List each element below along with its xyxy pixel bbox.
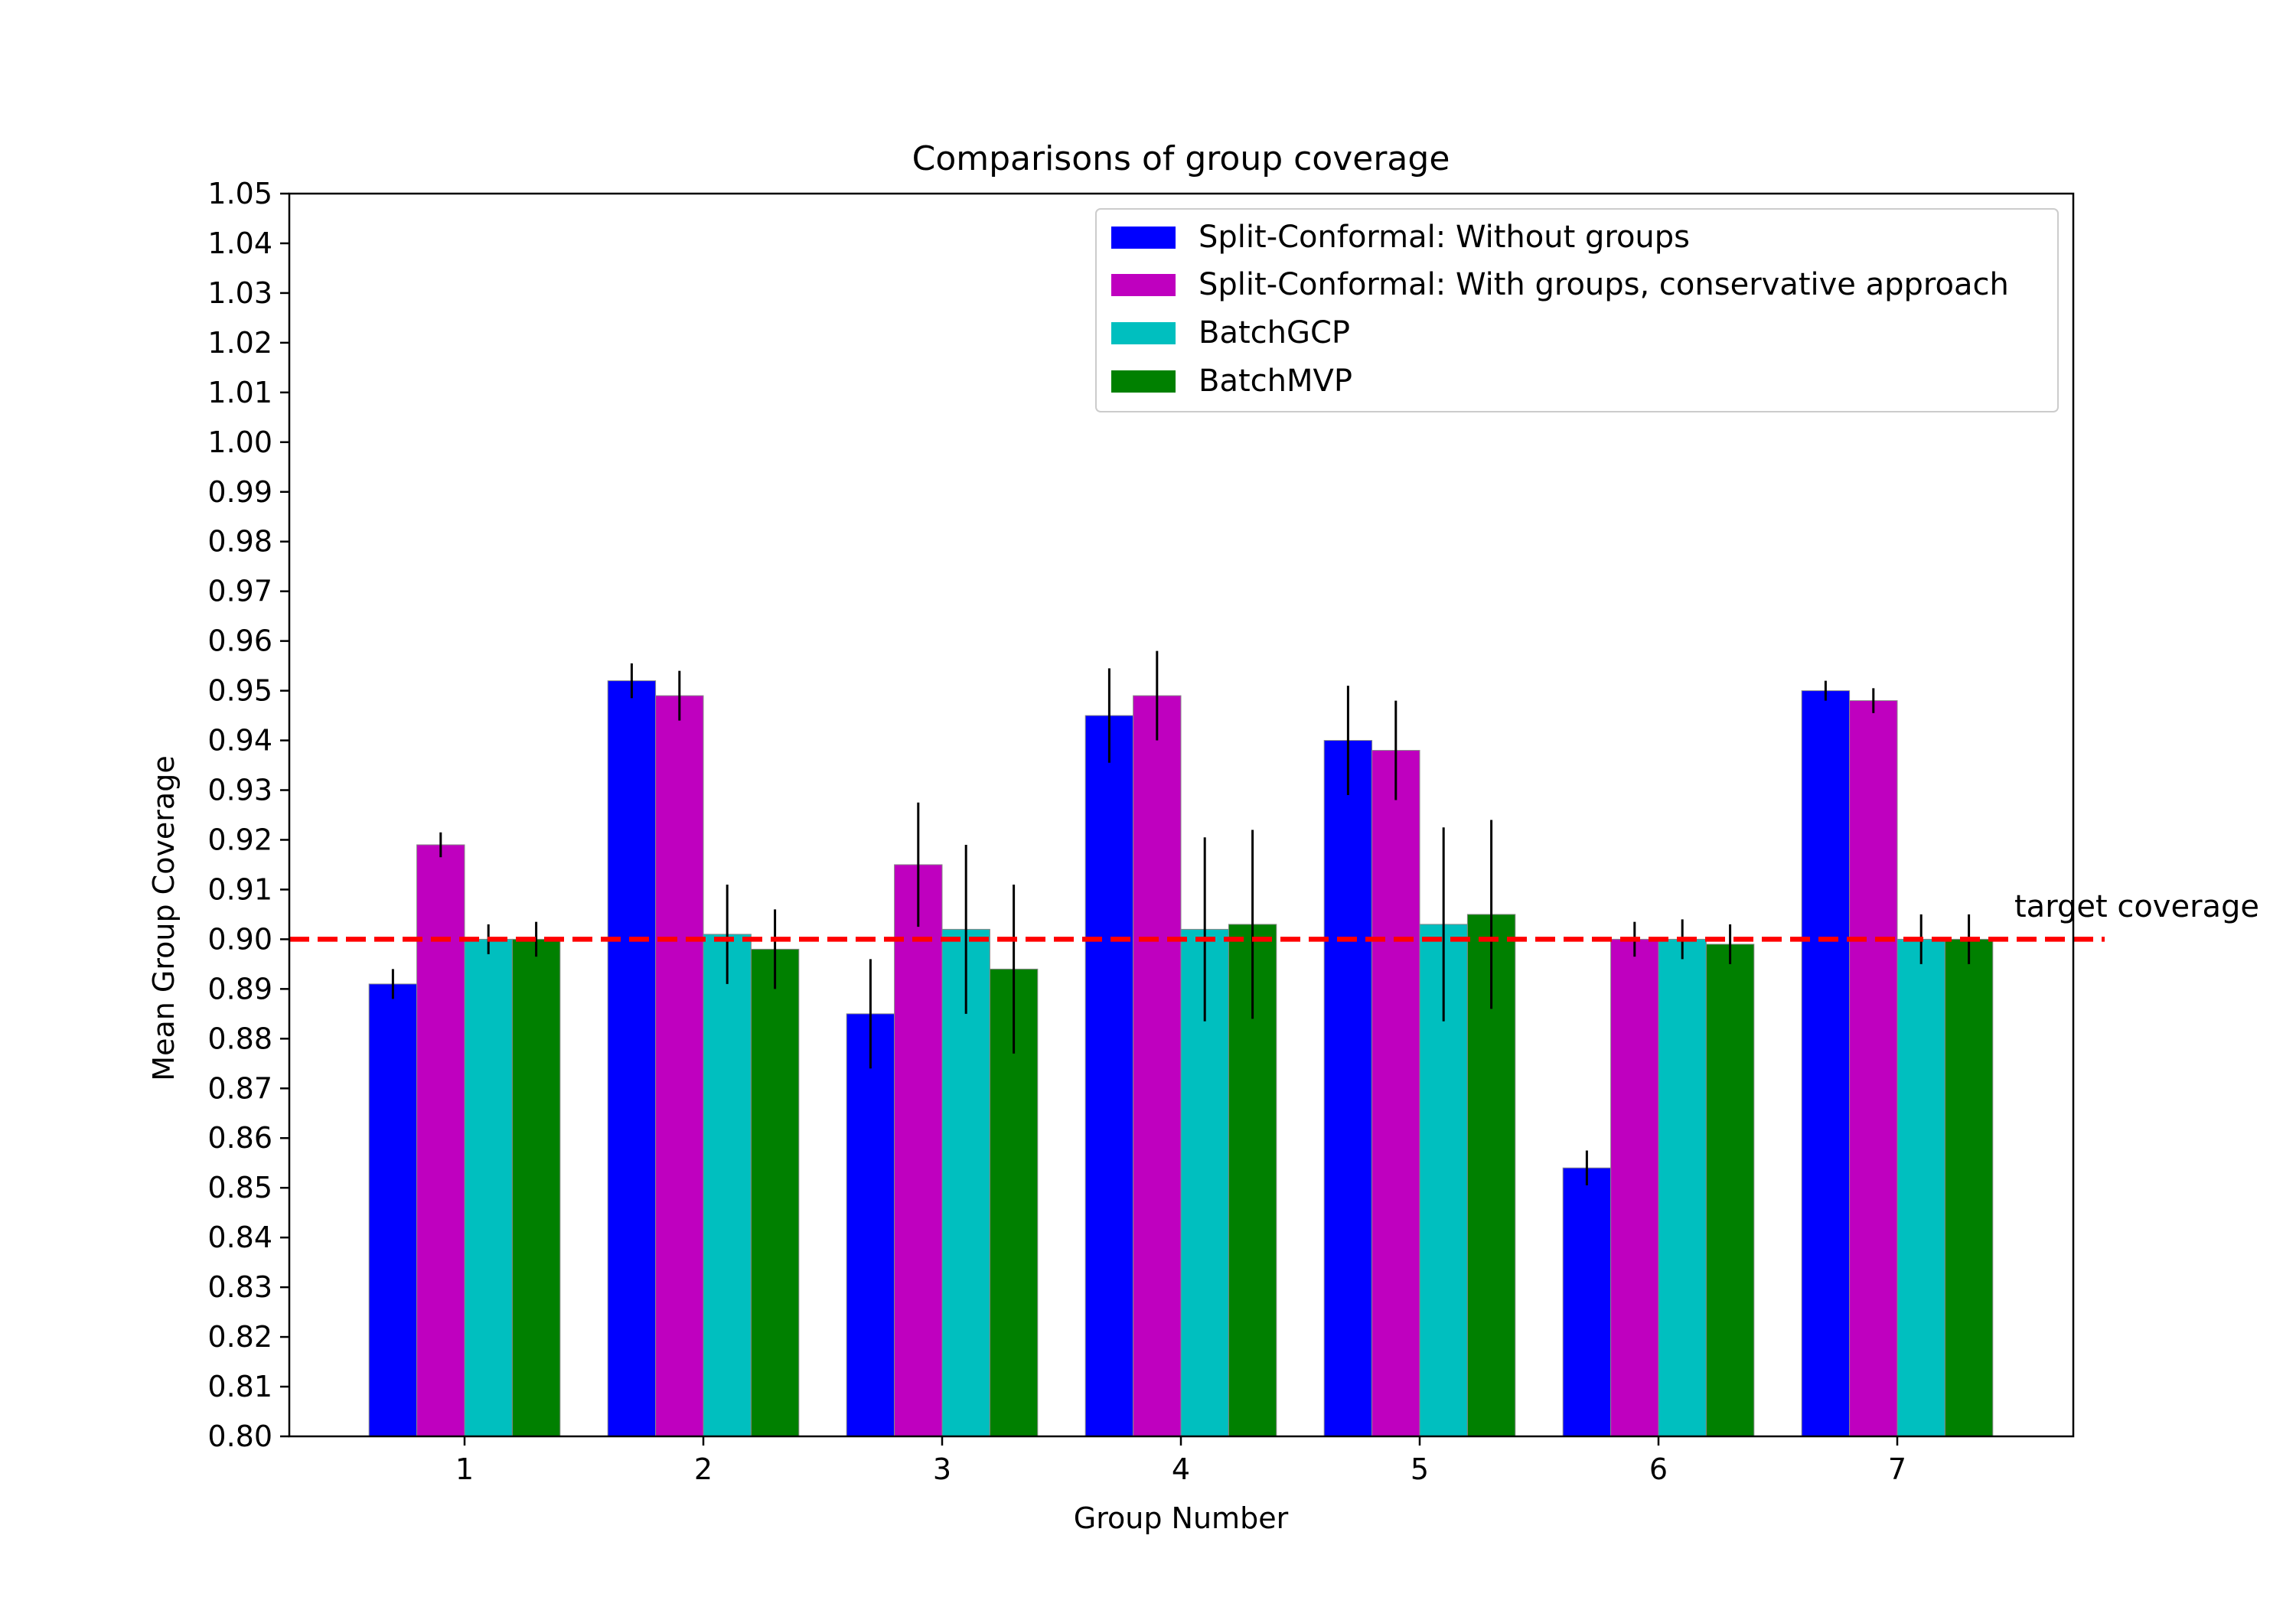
x-tick-label: 3 [933, 1452, 951, 1486]
legend-swatch-split-conformal-with-groups [1111, 274, 1176, 296]
bar-series-1-group-4 [1084, 715, 1134, 1437]
legend-swatch-batchgcp [1111, 322, 1176, 344]
bar-series-3-group-7 [1896, 938, 1945, 1437]
x-axis-label: Group Number [1074, 1501, 1289, 1535]
bar-series-2-group-4 [1133, 695, 1182, 1437]
y-tick-label: 0.93 [207, 774, 272, 807]
bar-series-2-group-2 [655, 695, 704, 1437]
x-tick-label: 1 [455, 1452, 474, 1486]
y-tick-label: 0.90 [207, 922, 272, 956]
bar-series-2-group-5 [1371, 750, 1420, 1437]
y-tick-label: 0.99 [207, 475, 272, 509]
bar-series-1-group-7 [1801, 690, 1851, 1437]
bar-series-1-group-2 [607, 680, 657, 1437]
bar-series-4-group-6 [1705, 944, 1755, 1437]
y-tick-label: 0.98 [207, 525, 272, 559]
y-tick-label: 0.91 [207, 872, 272, 906]
y-tick-label: 0.82 [207, 1320, 272, 1354]
legend-frame [1095, 208, 2059, 412]
legend: Split-Conformal: Without groups Split-Co… [1095, 208, 2059, 412]
y-tick-label: 1.02 [207, 326, 272, 360]
legend-label-batchgcp: BatchGCP [1199, 315, 1350, 350]
bar-series-2-group-3 [894, 864, 943, 1437]
y-tick-label: 0.96 [207, 624, 272, 658]
y-tick-label: 0.84 [207, 1221, 272, 1254]
legend-swatch-batchmvp [1111, 370, 1176, 393]
y-tick-label: 0.87 [207, 1071, 272, 1105]
y-tick-label: 0.89 [207, 972, 272, 1006]
chart-title: Comparisons of group coverage [912, 139, 1450, 178]
bar-series-2-group-1 [416, 844, 465, 1437]
series-1 [368, 680, 1851, 1437]
x-tick-label: 7 [1888, 1452, 1906, 1486]
x-tick-label: 2 [694, 1452, 713, 1486]
bar-series-1-group-1 [368, 983, 418, 1437]
series-2 [416, 695, 1898, 1437]
bar-series-4-group-2 [750, 948, 800, 1437]
bar-series-3-group-1 [464, 938, 513, 1437]
bar-series-2-group-6 [1610, 938, 1659, 1437]
y-tick-label: 1.00 [207, 425, 272, 459]
y-axis: 0.80 0.81 0.82 0.83 0.84 0.85 0.86 0.87 0.88 0.89… [207, 177, 289, 1453]
y-tick-label: 0.80 [207, 1420, 272, 1453]
y-tick-label: 0.97 [207, 575, 272, 608]
legend-label-batchmvp: BatchMVP [1199, 363, 1352, 399]
y-tick-label: 0.88 [207, 1022, 272, 1055]
y-tick-label: 0.94 [207, 724, 272, 758]
bar-series-3-group-6 [1658, 938, 1707, 1437]
y-tick-label: 1.03 [207, 276, 272, 310]
bar-series-4-group-1 [511, 938, 561, 1437]
target-coverage-label: target coverage [2014, 889, 2259, 924]
y-tick-label: 1.04 [207, 227, 272, 260]
bar-series-2-group-7 [1849, 700, 1898, 1437]
y-tick-label: 0.85 [207, 1171, 272, 1204]
y-tick-label: 0.92 [207, 823, 272, 856]
y-tick-label: 1.01 [207, 376, 272, 409]
y-tick-label: 0.83 [207, 1270, 272, 1304]
bar-series-1-group-3 [846, 1013, 895, 1437]
y-tick-label: 1.05 [207, 177, 272, 210]
legend-label-split-conformal-with-groups: Split-Conformal: With groups, conservati… [1199, 267, 2009, 302]
series-3 [464, 924, 1945, 1437]
legend-swatch-split-conformal-without-groups [1111, 227, 1176, 249]
x-tick-label: 5 [1411, 1452, 1429, 1486]
bar-series-3-group-2 [703, 934, 752, 1437]
legend-label-split-conformal-without-groups: Split-Conformal: Without groups [1199, 220, 1690, 255]
y-axis-label: Mean Group Coverage [147, 755, 181, 1081]
bar-series-4-group-7 [1944, 938, 1994, 1437]
x-axis: 1 2 3 4 5 6 7 [455, 1436, 1906, 1486]
x-tick-label: 4 [1172, 1452, 1190, 1486]
x-tick-label: 6 [1649, 1452, 1668, 1486]
bar-series-1-group-6 [1562, 1167, 1612, 1437]
y-tick-label: 0.81 [207, 1370, 272, 1403]
plot-area [288, 192, 2105, 1438]
bar-series-1-group-5 [1323, 740, 1373, 1437]
y-tick-label: 0.95 [207, 674, 272, 708]
y-tick-label: 0.86 [207, 1121, 272, 1155]
